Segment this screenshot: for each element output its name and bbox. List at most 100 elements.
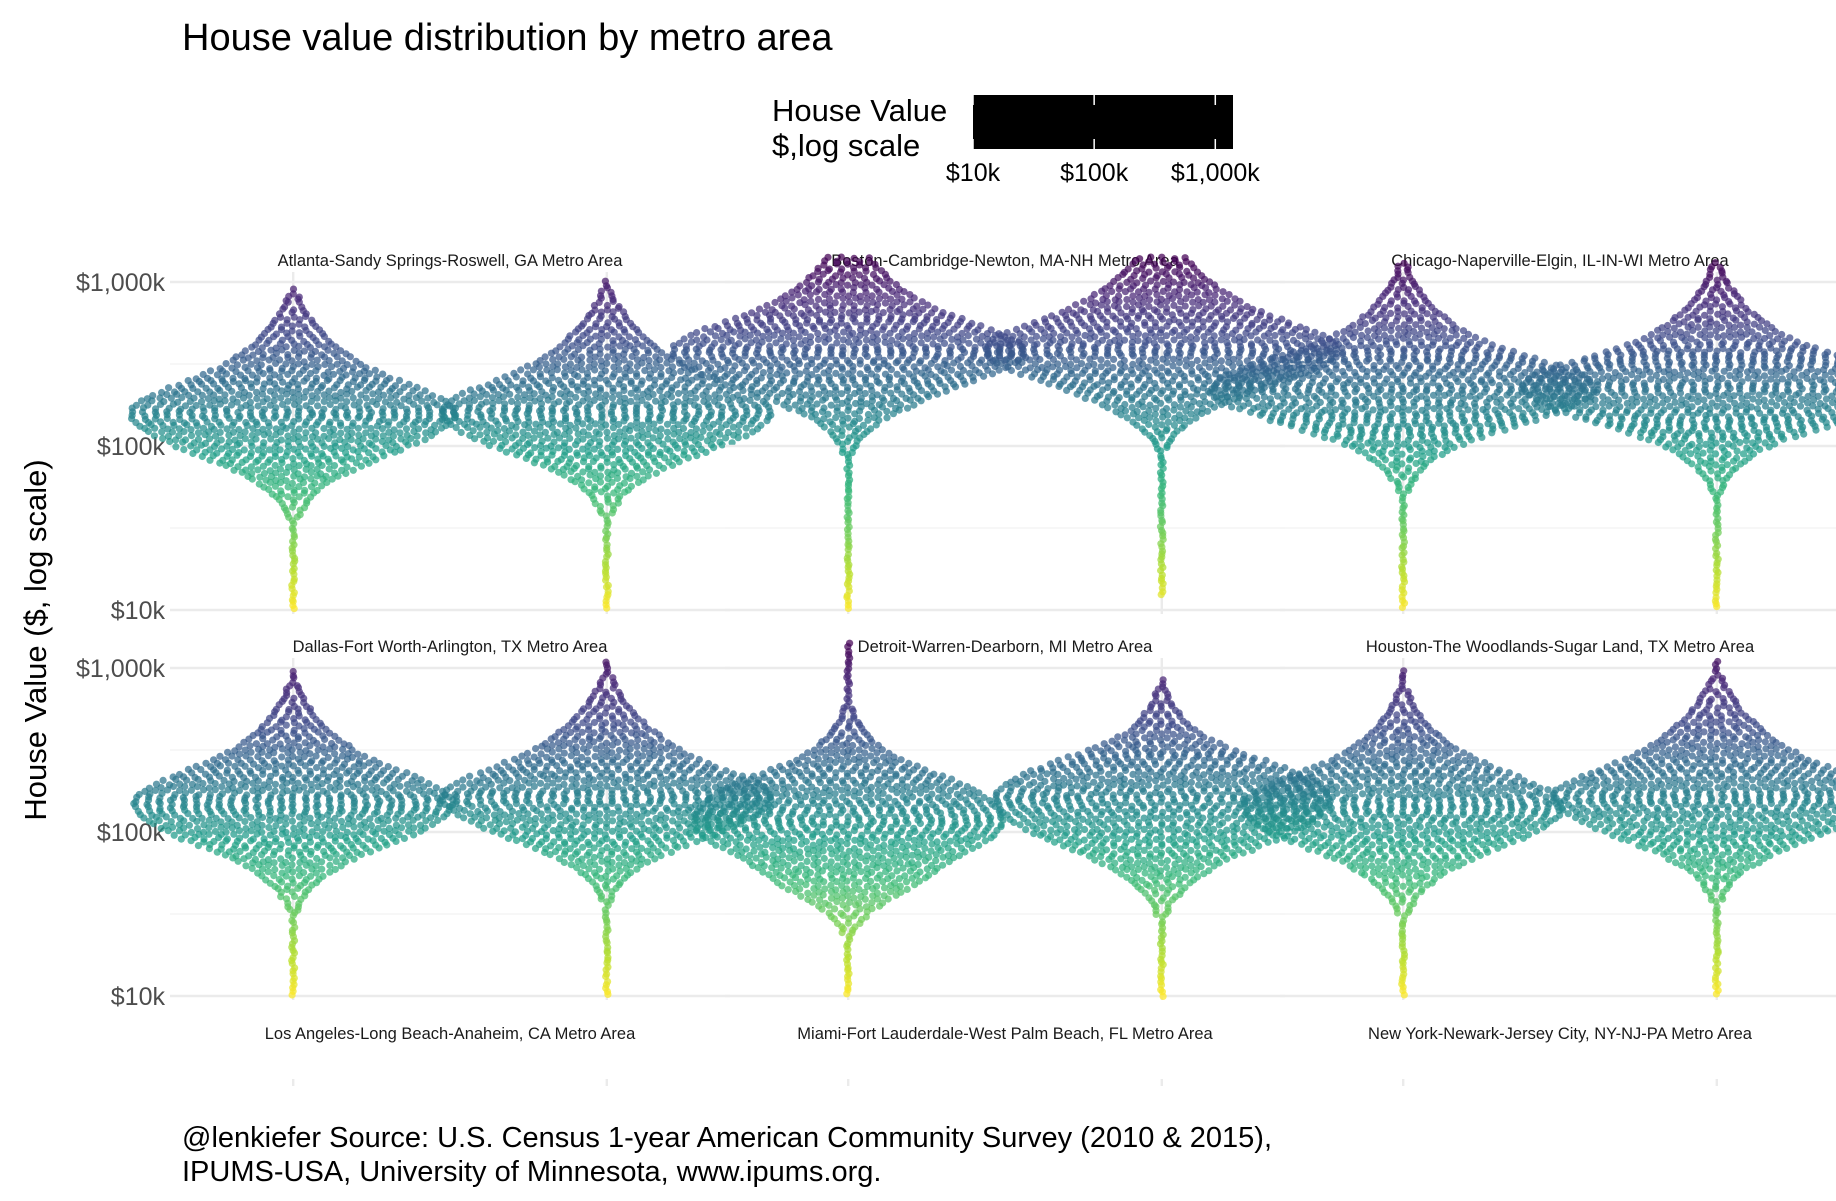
swarm-point (178, 394, 186, 402)
swarm-point (294, 385, 302, 393)
swarm-point (409, 387, 417, 395)
swarm-point (282, 424, 290, 432)
swarm-point (1597, 368, 1605, 376)
swarm-point (151, 415, 159, 423)
swarm-point (307, 468, 315, 476)
swarm-point (1157, 301, 1165, 309)
swarm-point (163, 414, 171, 423)
swarm-point (652, 469, 661, 477)
swarm-point (193, 422, 201, 430)
swarm-point (217, 445, 226, 453)
swarm-point (710, 373, 718, 381)
swarm-point (1464, 406, 1472, 414)
swarm-point (1170, 336, 1178, 344)
swarm-point (1236, 405, 1244, 413)
swarm-point (167, 394, 175, 402)
swarm-point (336, 367, 344, 375)
swarm-point (1320, 434, 1329, 442)
y-axis-label: House Value ($, log scale) (18, 459, 53, 820)
swarm-point (369, 390, 377, 398)
swarm-point (150, 432, 158, 440)
swarm-point (846, 331, 854, 339)
swarm-point (1605, 364, 1613, 372)
swarm-point (1351, 388, 1359, 396)
swarm-point (803, 319, 811, 327)
swarm-point (1129, 352, 1137, 360)
swarm-point (228, 421, 237, 430)
swarm-point (333, 353, 341, 361)
swarm-point (1158, 434, 1166, 442)
swarm-point (405, 391, 413, 400)
swarm-point (574, 372, 582, 380)
swarm-point (330, 431, 338, 439)
swarm-point (1292, 371, 1300, 379)
swarm-point (247, 463, 255, 471)
swarm-point (313, 356, 321, 364)
swarm-point (253, 395, 261, 403)
swarm-point (1073, 390, 1081, 398)
swarm-point (1195, 302, 1203, 310)
swarm-point (307, 354, 315, 362)
swarm-point (742, 432, 750, 440)
swarm-point (314, 387, 322, 396)
swarm-point (1247, 408, 1255, 416)
swarm-point (1229, 314, 1238, 322)
swarm-point (1684, 369, 1692, 377)
swarm-point (295, 391, 303, 399)
swarm-point (1253, 394, 1261, 403)
swarm-point (1079, 352, 1087, 360)
swarm-point (295, 320, 303, 328)
swarm-point (233, 451, 241, 459)
swarm-point (512, 423, 520, 431)
swarm-point (1424, 357, 1432, 365)
swarm-point (348, 368, 357, 376)
swarm-point (1182, 362, 1190, 370)
swarm-point (633, 472, 641, 480)
swarm-point (233, 361, 241, 369)
swarm-point (412, 394, 420, 402)
swarm-point (741, 352, 749, 360)
swarm-point (980, 372, 988, 380)
swarm-point (421, 387, 429, 395)
swarm-point (245, 391, 253, 399)
swarm-point (1200, 333, 1208, 341)
swarm-point (1060, 357, 1068, 365)
swarm-point (267, 346, 275, 354)
swarm-point (248, 442, 256, 450)
swarm-point (391, 448, 399, 456)
swarm-point (278, 459, 286, 467)
swarm-point (512, 373, 520, 381)
swarm-point (730, 328, 738, 336)
swarm-point (1134, 376, 1142, 384)
swarm-point (677, 367, 685, 375)
swarm-point (675, 458, 683, 466)
swarm-point (609, 297, 617, 305)
swarm-point (1394, 364, 1403, 372)
swarm-point (1544, 371, 1552, 379)
swarm-point (379, 370, 387, 378)
swarm-point (718, 441, 726, 449)
swarm-point (801, 353, 809, 361)
swarm-point (295, 425, 303, 433)
swarm-point (344, 414, 352, 422)
swarm-point (290, 489, 298, 497)
swarm-point (334, 472, 342, 480)
swarm-point (539, 461, 548, 469)
swarm-point (1393, 341, 1401, 349)
swarm-point (256, 473, 264, 481)
swarm-point (186, 397, 194, 406)
swarm-point (271, 452, 279, 461)
swarm-point (283, 390, 291, 398)
swarm-point (336, 347, 345, 355)
swarm-point (590, 445, 599, 453)
swarm-point (265, 422, 273, 431)
swarm-point (337, 388, 345, 397)
swarm-point (263, 339, 271, 347)
swarm-point (496, 444, 504, 453)
swarm-point (323, 376, 331, 385)
swarm-point (755, 305, 764, 313)
swarm-point (187, 426, 195, 434)
swarm-point (1228, 403, 1236, 411)
swarm-point (433, 401, 441, 409)
swarm-point (284, 483, 292, 491)
